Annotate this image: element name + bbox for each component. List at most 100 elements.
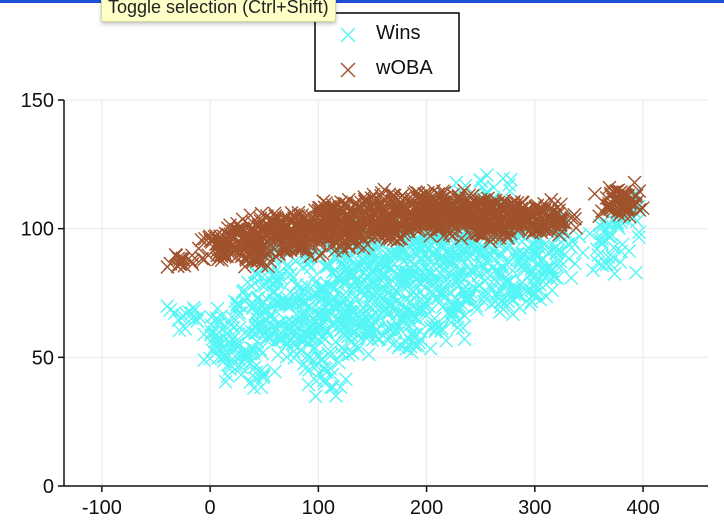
woba-point [417, 211, 432, 226]
woba-point [506, 196, 521, 211]
woba-point [233, 245, 248, 260]
woba-point [529, 204, 544, 219]
woba-point [632, 203, 647, 218]
wins-point [414, 303, 429, 318]
woba-point [249, 254, 264, 269]
wins-point [411, 312, 426, 327]
wins-point [589, 242, 604, 257]
wins-point [327, 262, 343, 278]
wins-point [296, 309, 311, 324]
wins-point [472, 279, 487, 293]
wins-point [451, 272, 467, 288]
wins-point [512, 300, 527, 315]
wins-point [440, 276, 455, 291]
wins-point [595, 258, 610, 273]
wins-point [378, 289, 393, 304]
wins-point [572, 229, 587, 244]
wins-point [224, 316, 240, 332]
woba-point [475, 213, 490, 227]
wins-point [339, 285, 354, 300]
legend-x-icon [340, 27, 356, 43]
wins-point [463, 284, 478, 299]
woba-point [289, 211, 304, 225]
woba-point [437, 185, 452, 200]
woba-point [360, 237, 375, 252]
wins-point [396, 273, 411, 288]
wins-point [365, 318, 380, 333]
wins-point [340, 260, 355, 275]
woba-point [315, 246, 330, 261]
wins-point [208, 329, 224, 345]
wins-point [444, 263, 459, 278]
wins-point [470, 238, 485, 253]
woba-point [553, 197, 568, 212]
wins-point [495, 258, 510, 273]
wins-point [568, 256, 583, 271]
wins-point [402, 296, 417, 311]
wins-point [237, 325, 252, 340]
woba-point [300, 241, 315, 256]
wins-point [178, 321, 193, 336]
wins-point [249, 371, 264, 386]
wins-point [217, 349, 232, 364]
wins-point [458, 178, 473, 193]
wins-point [554, 244, 570, 260]
wins-point [490, 267, 506, 283]
woba-point [235, 223, 250, 238]
wins-point [181, 304, 196, 319]
wins-point [255, 346, 270, 361]
woba-point [327, 210, 343, 226]
wins-point [498, 274, 513, 289]
wins-point [283, 285, 298, 300]
wins-point [413, 332, 428, 347]
woba-point [224, 238, 239, 253]
woba-point [369, 198, 384, 213]
woba-point [346, 230, 361, 245]
woba-point [245, 252, 261, 268]
wins-point [293, 291, 308, 306]
woba-point [177, 258, 192, 273]
wins-point [520, 283, 535, 298]
legend-marker-woba [340, 62, 356, 78]
wins-point [308, 389, 323, 404]
wins-point [175, 308, 191, 324]
wins-point [607, 266, 622, 281]
wins-point [380, 253, 395, 268]
axes [58, 99, 708, 492]
woba-point [616, 200, 631, 215]
wins-point [407, 257, 422, 272]
wins-point [385, 254, 400, 269]
wins-point [269, 275, 284, 290]
wins-point [425, 318, 441, 334]
legend-x-icon [340, 62, 356, 78]
wins-point [321, 258, 336, 273]
y-tick-label: 150 [21, 90, 54, 112]
wins-point [351, 272, 366, 287]
legend[interactable]: Wins wOBA [314, 12, 460, 92]
woba-point [437, 211, 452, 226]
wins-point [184, 306, 199, 321]
wins-point [575, 245, 590, 260]
wins-point [463, 264, 478, 279]
wins-point [525, 265, 540, 280]
wins-point [494, 293, 509, 308]
wins-point [424, 246, 440, 262]
wins-point [339, 250, 354, 265]
wins-point [218, 374, 233, 389]
wins-point [594, 220, 609, 235]
woba-point [335, 217, 350, 232]
woba-point [160, 259, 175, 274]
wins-point [420, 241, 435, 256]
wins-point [216, 353, 231, 368]
x-tick-label: 100 [302, 497, 335, 519]
woba-point [234, 249, 249, 264]
wins-point [323, 348, 338, 363]
woba-point [390, 204, 405, 219]
woba-point [616, 185, 632, 201]
wins-point [452, 268, 467, 283]
wins-point [298, 361, 313, 376]
woba-point [420, 216, 435, 231]
woba-point [386, 226, 402, 242]
wins-point [355, 282, 370, 297]
legend-label-woba: wOBA [375, 57, 433, 79]
